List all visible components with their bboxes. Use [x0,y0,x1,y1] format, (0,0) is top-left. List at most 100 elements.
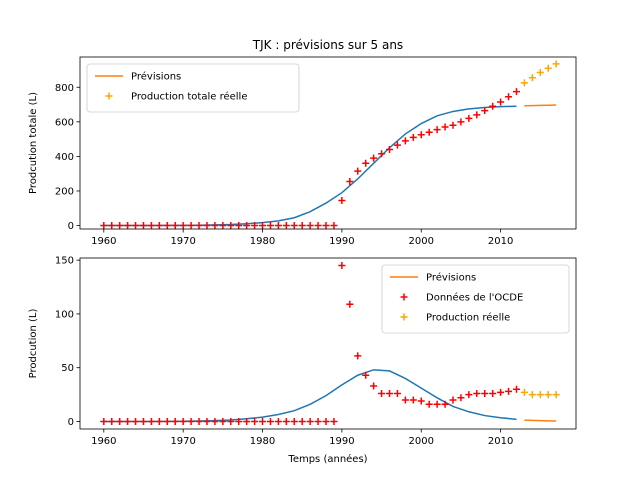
x-tick-label: 1960 [91,436,116,447]
legend-label: Prévisions [426,272,476,284]
y-tick-label: 0 [68,221,74,232]
series-line [103,369,517,423]
data-point [116,222,124,229]
legend-marker-swatch [400,313,408,321]
data-point [449,121,457,129]
data-point [298,417,306,425]
data-point [116,417,124,425]
data-point [370,382,378,390]
data-point [520,79,528,87]
data-point [362,371,370,379]
data-point [433,400,441,408]
data-point [274,417,282,425]
data-point [306,417,314,425]
legend-label: Données de l'OCDE [426,292,523,304]
data-point [465,114,473,122]
x-tick-label: 2010 [488,436,513,447]
data-point [338,262,346,270]
y-tick-label: 50 [61,363,74,374]
data-point [179,222,187,229]
data-point [401,137,409,145]
data-point [139,222,147,229]
data-point [147,222,155,229]
x-tick-label: 2010 [488,236,513,247]
data-point [290,222,298,229]
data-point [171,417,179,425]
chart-title: TJK : prévisions sur 5 ans [252,38,403,52]
y-tick-label: 150 [55,256,74,267]
data-point [203,222,211,229]
y-tick-label: 100 [55,309,74,320]
data-point [401,396,409,404]
data-point [132,222,140,229]
x-tick-label: 1970 [170,236,195,247]
y-tick-label: 600 [55,117,74,128]
series-line [524,104,557,107]
data-point [259,222,267,229]
data-point [536,69,544,77]
y-tick-label: 0 [68,417,74,428]
data-point [346,177,354,185]
data-point [393,390,401,398]
data-point [417,397,425,405]
data-point [489,390,497,398]
y-axis-label: Prodcution (L) [28,309,39,379]
x-tick-label: 1990 [329,236,354,247]
x-tick-label: 1960 [91,236,116,247]
x-tick-label: 2000 [409,236,434,247]
legend-label: Production réelle [426,312,510,324]
data-point [139,417,147,425]
data-point [179,417,187,425]
data-point [409,133,417,141]
data-point [489,102,497,110]
data-point [251,417,259,425]
data-point [282,222,290,229]
data-point [147,417,155,425]
chart-panel-1: TJK : prévisions sur 5 ans 1960 1970 1980 19… [28,38,577,247]
data-point [100,222,108,229]
data-point [132,417,140,425]
data-point [322,222,330,229]
data-point [425,400,433,408]
data-point [465,391,473,399]
legend-marker-swatch [400,293,408,301]
data-point [354,167,362,175]
series-line [524,419,557,422]
data-point [330,417,338,425]
data-point [409,396,417,404]
legend: Prévisions Données de l'OCDE Production ré… [381,264,570,334]
data-point [163,417,171,425]
plot-area [100,60,560,229]
legend-marker-swatch [105,92,113,100]
x-axis-label: Temps (années) [287,453,367,465]
data-point [457,118,465,126]
data-point [235,417,243,425]
data-point [544,391,552,399]
data-point [536,391,544,399]
data-point [497,98,505,106]
data-point [417,131,425,139]
data-point [211,222,219,229]
data-point [266,417,274,425]
data-point [481,107,489,115]
data-point [227,222,235,229]
data-point [266,222,274,229]
data-point [505,93,513,101]
data-point [187,222,195,229]
data-point [195,222,203,229]
y-tick-label: 800 [55,83,74,94]
data-point [497,388,505,396]
data-point [322,417,330,425]
data-point [378,390,386,398]
data-point [290,417,298,425]
axes-frame [79,56,577,230]
data-point [243,222,251,229]
data-point [528,391,536,399]
data-point [124,417,132,425]
data-point [330,222,338,229]
data-point [211,417,219,425]
data-point [314,222,322,229]
data-point [243,417,251,425]
data-point [433,126,441,134]
